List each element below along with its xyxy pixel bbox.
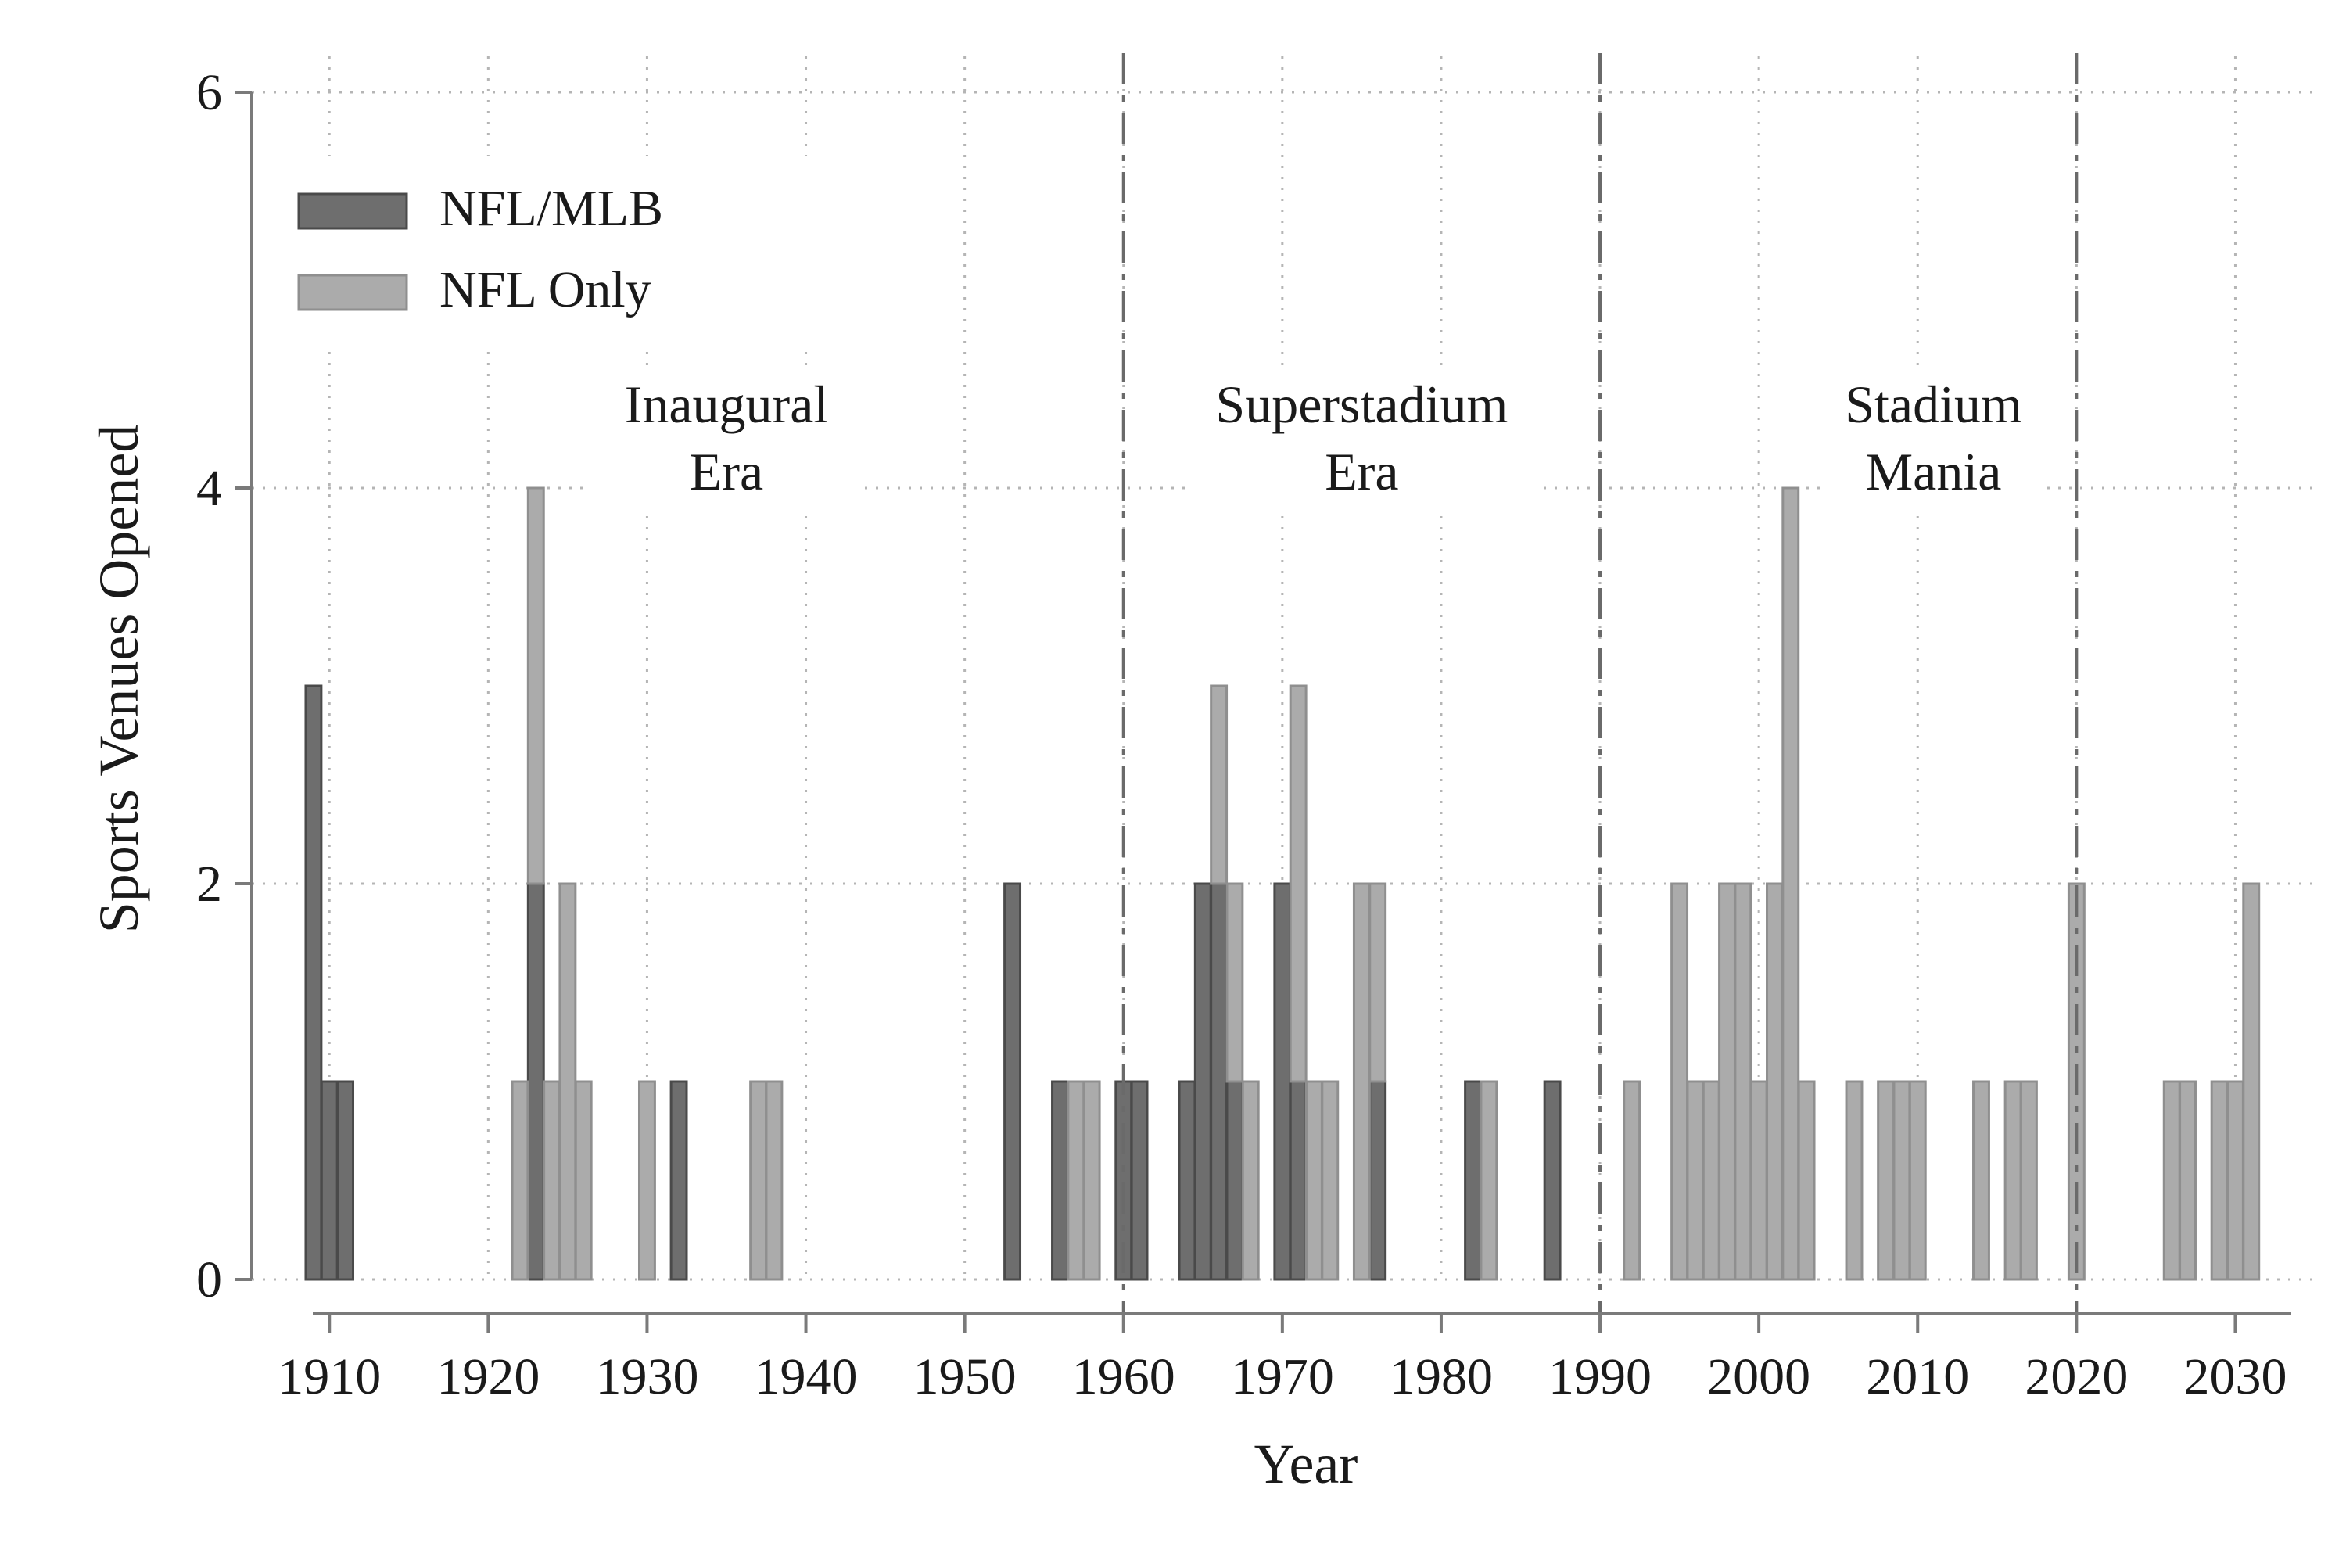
bar-nfl-only [1067,1080,1085,1281]
bar-nfl-only [2003,1080,2022,1281]
bar-nfl-mlb [1289,1080,1308,1281]
legend-swatch [297,192,408,230]
bar-nfl-only [2242,882,2261,1281]
x-tick-label: 1930 [595,1348,698,1405]
bar-nfl-mlb [1193,882,1212,1281]
era-label-line1: Stadium [1845,375,2022,434]
bar-nfl-only [2226,1080,2244,1281]
x-tick-label: 1950 [913,1348,1017,1405]
bar-nfl-only [2179,1080,2197,1281]
bar-nfl-mlb [1273,882,1292,1281]
bar-nfl-only [1480,1080,1498,1281]
bar-nfl-mlb [526,882,545,1281]
bar-nfl-mlb [304,684,323,1281]
bar-nfl-mlb [1051,1080,1069,1281]
legend: NFL/MLB NFL Only [282,156,845,344]
legend-swatch [297,274,408,311]
x-tick-label: 2030 [2183,1348,2287,1405]
y-axis-title: Sports Venues Opened [88,425,150,934]
bar-nfl-only [765,1080,784,1281]
bar-nfl-only [1686,1080,1705,1281]
labels-layer: 0 2 4 6 1910 1920 1930 1940 1950 1960 1970 1980 1990… [88,64,2287,1495]
era-label-background [1824,368,2043,508]
axes-layer [235,91,2291,1333]
era-label-background [590,368,862,508]
bar-nfl-only [1972,1080,1990,1281]
bar-nfl-only [2210,1080,2229,1281]
bar-nfl-only [558,882,577,1281]
bar-nfl-only [1908,1080,1927,1281]
legend-label: NFL Only [439,261,651,318]
bar-nfl-mlb [1130,1080,1149,1281]
bar-nfl-mlb [669,1080,688,1281]
bar-nfl-mlb [320,1080,339,1281]
bar-nfl-only [1241,1080,1260,1281]
bar-nfl-only [749,1080,768,1281]
bar-nfl-only [2162,1080,2181,1281]
bar-nfl-mlb [1210,882,1229,1281]
bar-nfl-only [1305,1080,1323,1281]
bar-nfl-only [1225,882,1244,1083]
era-label-line2: Era [1325,442,1398,501]
bar-nfl-mlb [1178,1080,1196,1281]
bar-nfl-only [574,1080,593,1281]
bar-nfl-only [1892,1080,1911,1281]
bar-nfl-only [1845,1080,1864,1281]
bar-nfl-only [1082,1080,1101,1281]
y-tick-label: 6 [196,64,222,121]
x-tick-label: 2010 [1866,1348,1969,1405]
bar-nfl-only [1766,882,1784,1281]
bar-nfl-only [526,486,545,885]
bar-nfl-only [637,1080,656,1281]
era-label-line1: Superstadium [1215,375,1508,434]
era-label-line1: Inaugural [625,375,829,434]
x-tick-label: 1940 [755,1348,858,1405]
x-tick-label: 1970 [1231,1348,1334,1405]
bar-nfl-only [1749,1080,1768,1281]
y-tick-label: 2 [196,856,222,913]
x-tick-label: 1910 [278,1348,381,1405]
bar-nfl-mlb [1543,1080,1562,1281]
bar-nfl-only [1718,882,1736,1281]
bar-nfl-only [1670,882,1689,1281]
x-axis-title: Year [1254,1433,1358,1495]
x-tick-label: 1920 [436,1348,540,1405]
bar-nfl-only [1797,1080,1816,1281]
era-label-line2: Era [690,442,763,501]
x-tick-label: 1990 [1548,1348,1652,1405]
y-tick-label: 0 [196,1251,222,1308]
legend-label: NFL/MLB [439,180,663,237]
era-label-background [1186,368,1537,508]
era-label-line2: Mania [1866,442,2002,501]
bar-nfl-only [1289,684,1308,1083]
bars-layer [304,486,2261,1281]
bar-nfl-mlb [1003,882,1022,1281]
bar-nfl-only [1352,882,1371,1281]
bar-nfl-only [1623,1080,1641,1281]
bar-nfl-only [2019,1080,2038,1281]
x-tick-label: 1960 [1072,1348,1175,1405]
bar-nfl-only [1321,1080,1340,1281]
bar-nfl-only [1210,684,1229,885]
y-tick-label: 4 [196,460,222,517]
bar-nfl-mlb [1225,1080,1244,1281]
bar-nfl-only [543,1080,561,1281]
bar-nfl-only [511,1080,529,1281]
x-tick-label: 1980 [1390,1348,1493,1405]
bar-nfl-only [1734,882,1752,1281]
bar-nfl-mlb [1368,1080,1387,1281]
x-tick-label: 2000 [1707,1348,1810,1405]
bar-nfl-only [1877,1080,1896,1281]
legend-background [282,156,845,344]
bar-nfl-mlb [336,1080,355,1281]
divider-layer [1121,53,2079,1314]
bar-nfl-only [1702,1080,1720,1281]
x-tick-label: 2020 [2025,1348,2128,1405]
bar-nfl-only [1781,486,1800,1281]
bar-nfl-only [1368,882,1387,1083]
bar-nfl-mlb [1464,1080,1483,1281]
